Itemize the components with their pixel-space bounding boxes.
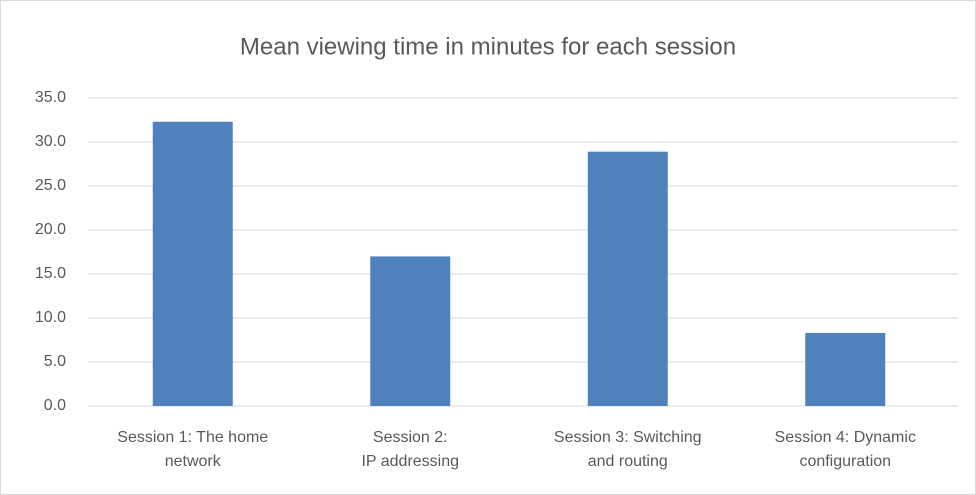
bar — [152, 121, 233, 406]
x-tick-label: Session 4: Dynamic configuration — [774, 429, 916, 470]
x-tick-label: Session 1: The home network — [117, 429, 269, 470]
y-tick-label: 35.0 — [35, 89, 66, 106]
y-tick-label: 20.0 — [35, 221, 66, 238]
bar — [805, 332, 886, 406]
y-tick-label: 15.0 — [35, 265, 66, 282]
x-tick-label: Session 2: IP addressing — [361, 429, 460, 470]
y-tick-label: 25.0 — [35, 177, 66, 194]
bar — [587, 151, 668, 406]
y-tick-label: 30.0 — [35, 133, 66, 150]
x-tick-label: Session 3: Switching and routing — [553, 429, 702, 470]
y-tick-label: 10.0 — [35, 309, 66, 326]
y-tick-label: 5.0 — [44, 353, 66, 370]
chart-title: Mean viewing time in minutes for each se… — [240, 33, 736, 60]
y-tick-label: 0.0 — [44, 397, 66, 414]
bar — [370, 256, 451, 406]
